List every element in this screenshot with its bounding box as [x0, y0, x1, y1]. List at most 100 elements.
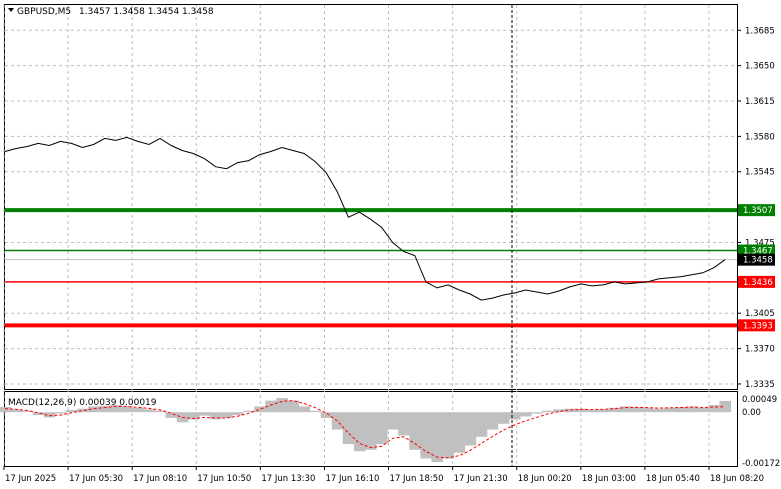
macd-bar [619, 406, 632, 413]
price-tick-label: 1.3335 [745, 380, 775, 390]
macd-bar [608, 407, 621, 413]
macd-bar [464, 412, 477, 446]
macd-bar [653, 408, 665, 413]
macd-bar [32, 412, 45, 416]
macd-bar [686, 406, 698, 413]
macd-bar [88, 406, 100, 413]
level-tag-support-strong [738, 319, 775, 332]
price-line [4, 136, 726, 301]
macd-bar [331, 412, 344, 430]
chart-header: GBPUSD,M5 1.3457 1.3458 1.3454 1.3458 [8, 7, 214, 17]
macd-bar [365, 412, 377, 450]
macd-bar [243, 410, 255, 413]
price-tick-label: 1.3370 [745, 345, 775, 355]
time-tick-label: 17 Jun 08:10 [133, 474, 187, 484]
macd-bar [165, 412, 178, 418]
macd-label: MACD(12,26,9) 0.00039 0.00019 [8, 398, 157, 408]
macd-bar [187, 412, 200, 420]
grid [3, 5, 737, 466]
price-tick-label: 1.3405 [745, 309, 775, 319]
macd-bar [221, 412, 233, 418]
time-tick-label: 17 Jun 10:50 [197, 474, 251, 484]
macd-bar [143, 409, 155, 413]
time-tick-label: 17 Jun 13:30 [261, 474, 315, 484]
time-axis: 17 Jun 2025 17 Jun 05:30 17 Jun 08:10 17 Ju… [3, 466, 764, 484]
macd-bar [265, 400, 277, 413]
level-tag-label: 1.3436 [743, 278, 773, 288]
ohlc-values: 1.3457 1.3458 1.3454 1.3458 [79, 7, 214, 17]
macd-bar [719, 400, 731, 413]
macd-bar [520, 412, 532, 417]
macd-bar [697, 407, 709, 413]
macd-bar [320, 412, 333, 418]
macd-axis-top: 0.00049 [742, 395, 777, 405]
current-price-tag [738, 253, 775, 266]
macd-bar [99, 405, 111, 413]
level-tag-resistance [738, 244, 775, 257]
price-tick-label: 1.3615 [745, 97, 775, 107]
macd-bar [154, 410, 166, 413]
time-tick-label: 18 Jun 00:20 [518, 474, 572, 484]
macd-bar [287, 400, 299, 413]
price-tick-label: 1.3475 [745, 238, 775, 248]
macd-bar [110, 405, 122, 413]
macd-bar [77, 408, 89, 413]
macd-axis-bottom: -0.00172 [742, 459, 780, 469]
current-price-tag-label: 1.3458 [743, 256, 773, 266]
symbol-label: GBPUSD,M5 [17, 7, 71, 17]
macd-bar [376, 412, 388, 445]
macd-bar [575, 408, 587, 413]
macd-histogram [0, 398, 731, 462]
macd-bar [387, 412, 399, 430]
macd-bar [708, 405, 720, 413]
macd-axis-zero: 0.00 [742, 408, 761, 418]
macd-bar [276, 398, 288, 413]
macd-bar [0, 407, 11, 413]
time-tick-label: 17 Jun 16:10 [325, 474, 379, 484]
macd-bar [209, 412, 222, 420]
macd-bar [10, 409, 22, 413]
macd-bar [597, 409, 610, 413]
time-tick-label: 18 Jun 03:00 [582, 474, 636, 484]
time-tick-label: 17 Jun 05:30 [69, 474, 123, 484]
level-tag-resistance-strong [738, 204, 775, 217]
macd-bar [486, 412, 499, 430]
price-tags: 1.3507 1.3467 1.3436 1.3393 1.3458 [738, 204, 775, 332]
macd-bar [442, 412, 454, 459]
time-tick-label: 17 Jun 21:30 [454, 474, 508, 484]
macd-bar [497, 412, 510, 424]
macd-bar [553, 409, 565, 413]
time-tick-label: 17 Jun 18:50 [390, 474, 444, 484]
dropdown-triangle-icon[interactable] [8, 8, 14, 12]
macd-bar [453, 412, 466, 453]
macd-bar [420, 412, 432, 459]
macd-bar [475, 412, 488, 437]
price-tick-label: 1.3580 [745, 132, 775, 142]
macd-bar [509, 412, 521, 420]
level-lines [5, 208, 737, 328]
price-tick-label: 1.3650 [745, 62, 775, 72]
level-tag-label: 1.3393 [743, 321, 773, 331]
price-series [4, 136, 726, 301]
macd-bar [198, 412, 211, 416]
macd-bar [409, 412, 421, 450]
macd-bar [342, 412, 355, 445]
macd-bar [65, 409, 78, 413]
macd-bar [398, 412, 410, 436]
macd-bar [586, 409, 598, 413]
time-tick-label: 17 Jun 2025 [5, 474, 56, 484]
price-axis: 1.36851.36501.36151.35801.35451.34751.34… [737, 26, 775, 390]
macd-signal-line [4, 400, 726, 459]
macd-bar [564, 408, 576, 413]
macd-bar [675, 407, 687, 413]
level-tag-label: 1.3467 [743, 247, 773, 257]
macd-bar [641, 407, 654, 413]
macd-bar [298, 406, 310, 413]
macd-bar [54, 412, 67, 414]
macd-bar [43, 412, 56, 418]
macd-bar [309, 410, 322, 413]
macd-bar [132, 407, 144, 413]
level-tag-label: 1.3507 [743, 206, 773, 216]
macd-bar [353, 412, 366, 452]
